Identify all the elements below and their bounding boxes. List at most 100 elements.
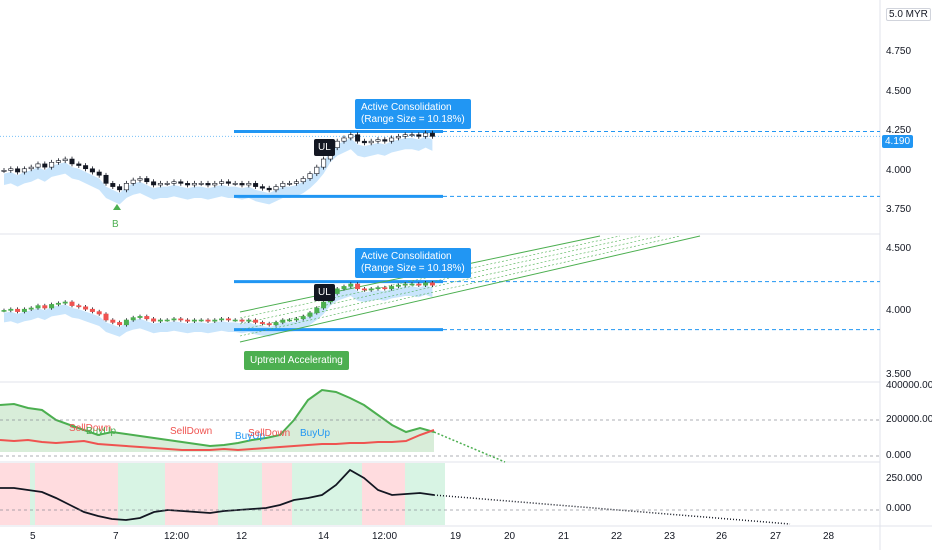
candle-pane2 [117,322,123,326]
candle-pane1 [321,158,327,168]
x-tick: 14 [318,531,330,542]
candle-pane1 [89,168,95,173]
candle-pane1 [368,140,374,144]
candle-pane1 [103,174,109,184]
candle-pane1 [28,166,34,170]
candle-pane2 [395,284,401,287]
candle-pane1 [361,140,367,144]
oscillator-projection [433,431,506,463]
candle-pane1 [76,163,82,166]
consolidation-label-2[interactable]: Active Consolidation (Range Size = 10.18… [355,248,471,278]
candle-pane1 [178,181,184,184]
x-tick: 27 [770,531,782,542]
candle-pane1 [409,134,415,137]
candle-pane2 [423,282,429,286]
candle-pane2 [382,287,388,290]
candle-pane2 [28,307,34,310]
x-tick: 7 [113,531,119,542]
candle-pane2 [429,282,435,286]
x-tick: 12:00 [372,531,398,542]
candle-pane1 [307,173,313,179]
x-tick: 12 [236,531,248,542]
candle-pane2 [103,313,109,321]
candle-pane2 [314,307,320,314]
consolidation-line2: (Range Size = 10.18%) [361,263,465,274]
candle-pane2 [334,288,340,294]
candle-pane2 [266,323,272,326]
trend-band [4,136,433,205]
candle-pane1 [83,165,89,170]
candle-pane1 [49,161,55,168]
candle-pane2 [89,308,95,312]
candle-pane2 [151,318,157,322]
last-price-tag: 4.190 [882,135,914,148]
candle-pane2 [355,283,361,290]
candle-pane2 [409,283,415,286]
candle-pane1 [416,134,422,137]
momentum-regime-band [262,463,292,525]
consolidation-line1: Active Consolidation [361,102,452,113]
oscillator-red-line [0,429,435,452]
candle-pane1 [164,183,170,185]
signal-label: BuyUp [86,426,117,437]
candle-pane1 [205,183,211,186]
candle-pane1 [96,171,102,176]
signal-label: SellDown [170,426,213,437]
momentum-regime-band [292,463,362,525]
candle-pane2 [205,319,211,322]
candle-pane1 [334,140,340,148]
momentum-regime-band [30,463,35,525]
candle-pane1 [69,158,75,165]
ul-marker-2[interactable]: UL [314,284,335,301]
pane4-tick: 250.000 [886,473,923,484]
candle-pane1 [287,183,293,185]
pane2-tick: 4.000 [886,305,912,316]
candle-pane2 [49,304,55,309]
x-tick: 28 [823,531,835,542]
consolidation-label[interactable]: Active Consolidation (Range Size = 10.18… [355,99,471,129]
candle-pane2 [130,317,136,321]
candle-pane2 [219,318,225,321]
candle-pane1 [1,170,7,172]
candle-pane1 [341,137,347,142]
candle-pane2 [137,316,143,318]
pane1-tick: 3.750 [886,204,912,215]
candle-pane1 [314,166,320,174]
ul-marker[interactable]: UL [314,139,335,156]
momentum-regime-band [165,463,195,525]
candle-pane2 [76,305,82,308]
candle-pane1 [110,183,116,187]
candle-pane2 [198,319,204,322]
candle-pane1 [300,178,306,183]
pane2-tick: 4.500 [886,243,912,254]
candle-pane1 [266,187,272,191]
oscillator-fill [0,390,434,452]
candle-pane1 [123,183,129,191]
candle-pane1 [375,139,381,142]
candle-pane1 [191,183,197,186]
candle-pane2 [55,302,61,305]
candle-pane2 [259,322,265,324]
pane3-tick: 0.000 [886,450,912,461]
candle-pane1 [35,163,41,168]
candle-pane2 [69,301,75,306]
candle-pane1 [171,181,177,184]
candle-pane2 [21,308,27,312]
candle-pane2 [368,288,374,291]
candle-pane2 [185,319,191,322]
candle-pane1 [253,183,259,187]
candle-pane2 [171,318,177,321]
uptrend-label[interactable]: Uptrend Accelerating [244,351,349,370]
pane1-tick: 4.000 [886,165,912,176]
momentum-regime-band [0,463,30,525]
candle-pane1 [389,137,395,142]
x-tick: 23 [664,531,676,542]
pane4-tick: 0.000 [886,503,912,514]
candle-pane2 [402,283,408,286]
candle-pane1 [42,163,48,168]
candle-pane1 [246,183,252,186]
candle-pane2 [83,306,89,310]
candle-pane2 [280,319,286,323]
